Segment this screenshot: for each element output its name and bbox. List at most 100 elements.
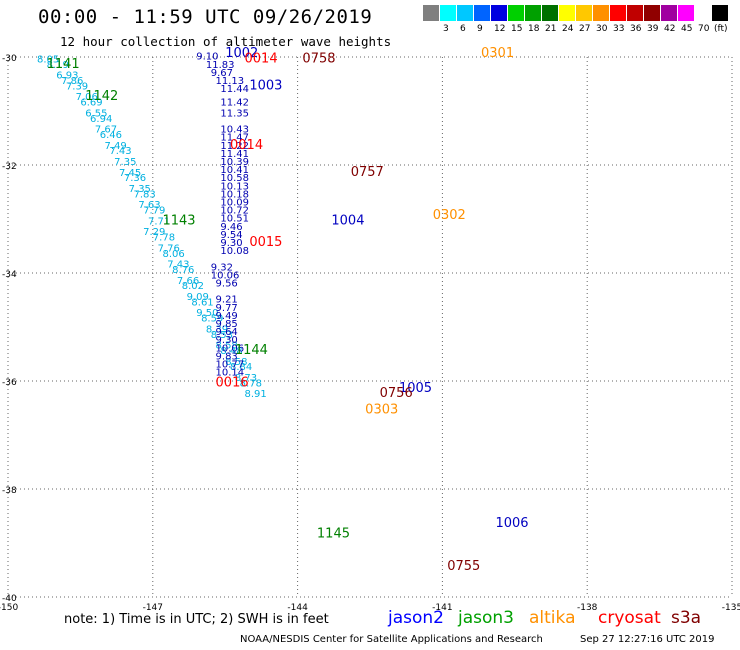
lon-tick-label: -150 (0, 603, 18, 613)
wave-height-value: 9.30 (216, 335, 238, 346)
wave-height-value: 8.19 (47, 60, 69, 71)
wave-height-value: 9.49 (216, 311, 238, 322)
wave-height-value: 8.05 (37, 54, 59, 65)
wave-height-value: 7.49 (105, 141, 127, 152)
scale-swatch (610, 5, 626, 21)
scale-unit: (ft) (714, 24, 728, 34)
wave-height-value: 8.58 (225, 357, 247, 368)
wave-height-value: 10.09 (220, 198, 249, 209)
wave-height-value: 7.78 (153, 233, 175, 244)
track-time-label: 0302 (433, 208, 466, 223)
wave-height-value: 8.61 (191, 297, 213, 308)
wave-height-value: 9.77 (216, 303, 238, 314)
scale-label: 30 (596, 24, 608, 34)
scale-swatch (627, 5, 643, 21)
track-time-label: 0755 (447, 559, 480, 574)
wave-height-value: 7.06 (76, 92, 98, 103)
wave-height-value: 9.56 (216, 279, 238, 290)
wave-height-value: 6.55 (85, 108, 107, 119)
wave-height-value: 7.79 (143, 206, 165, 217)
wave-height-value: 7.43 (109, 146, 131, 157)
scale-swatch (542, 5, 558, 21)
lon-tick-label: -144 (287, 603, 308, 613)
lat-tick-label: -40 (2, 594, 17, 604)
lat-tick-label: -36 (2, 378, 17, 388)
scale-label: 42 (664, 24, 676, 34)
wave-height-value: 8.76 (172, 265, 194, 276)
scale-swatch (457, 5, 473, 21)
track-time-label: 1005 (399, 381, 432, 396)
wave-height-value: 9.09 (187, 292, 209, 303)
wave-height-value: 11.42 (220, 98, 249, 109)
wave-height-value: 10.18 (220, 189, 249, 200)
wave-height-value: 9.46 (220, 222, 242, 233)
scale-swatch (678, 5, 694, 21)
wave-height-value: 7.45 (119, 168, 141, 179)
wave-height-value: 11.47 (220, 133, 249, 144)
wave-height-value: 10.14 (216, 368, 245, 379)
scale-label: 18 (528, 24, 540, 34)
wave-height-value: 6.94 (90, 114, 112, 125)
wave-height-value: 9.10 (196, 52, 218, 63)
wave-height-value: 9.64 (216, 327, 238, 338)
wave-height-value: 10.51 (220, 214, 249, 225)
wave-height-value: 10.58 (220, 173, 249, 184)
lat-tick-label: -32 (2, 162, 17, 172)
lon-tick-label: -138 (577, 603, 598, 613)
wave-height-value: 10.43 (220, 125, 249, 136)
wave-height-value: 7.71 (148, 216, 170, 227)
wave-height-value: 8.39 (206, 324, 228, 335)
scale-label: 33 (613, 24, 625, 34)
wave-height-value: 6.46 (100, 130, 122, 141)
lon-tick-label: -141 (432, 603, 452, 613)
wave-height-value: 8.78 (240, 378, 262, 389)
wave-height-value: 9.30 (220, 238, 242, 249)
wave-height-value: 7.36 (124, 173, 146, 184)
wave-height-value: 9.83 (216, 351, 238, 362)
wave-height-value: 10.77 (216, 360, 245, 371)
lat-tick-label: -34 (2, 270, 17, 280)
scale-label: 27 (579, 24, 591, 34)
scale-swatch (593, 5, 609, 21)
wave-height-value: 8.91 (245, 389, 267, 400)
scale-swatch (491, 5, 507, 21)
wave-height-value: 7.39 (66, 81, 88, 92)
scale-label: 70 (698, 24, 710, 34)
scale-swatch (474, 5, 490, 21)
track-time-label: 0758 (302, 51, 335, 66)
track-time-label: 0301 (481, 46, 514, 61)
track-time-label: 0014 (230, 138, 263, 153)
wave-height-value: 8.58 (216, 341, 238, 352)
wave-height-value: 6.69 (80, 98, 102, 109)
wave-height-value: 8.48 (220, 346, 242, 357)
wave-height-value: 10.13 (220, 181, 249, 192)
generation-timestamp: Sep 27 12:27:16 UTC 2019 (580, 634, 715, 645)
track-time-label: 0014 (245, 51, 278, 66)
legend-sat-cryosat: cryosat (598, 608, 661, 628)
wave-height-value: 9.67 (211, 68, 233, 79)
wave-height-value: 7.86 (61, 76, 83, 87)
wave-height-value: 8.73 (235, 373, 257, 384)
page-subtitle: 12 hour collection of altimeter wave hei… (60, 34, 392, 49)
track-time-label: 1144 (235, 343, 268, 358)
wave-height-value: 11.22 (220, 141, 249, 152)
scale-label: 21 (545, 24, 557, 34)
wave-height-value: 8.59 (201, 314, 223, 325)
scale-swatch (661, 5, 677, 21)
track-time-label: 0756 (380, 386, 413, 401)
wave-height-value: 9.54 (220, 230, 242, 241)
wave-height-value: 10.39 (220, 157, 249, 168)
wave-height-value: 7.29 (143, 227, 165, 238)
wave-height-value: 8.84 (230, 362, 252, 373)
track-time-label: 0016 (216, 375, 249, 390)
scale-swatch (576, 5, 592, 21)
track-time-label: 1004 (331, 213, 364, 228)
wave-height-value: 7.67 (95, 125, 117, 136)
legend-sat-altika: altika (529, 608, 576, 628)
wave-height-value: 11.13 (216, 76, 245, 87)
lat-tick-label: -38 (2, 486, 17, 496)
legend-sat-jason3: jason3 (458, 608, 514, 628)
wave-height-value: 7.35 (129, 184, 151, 195)
wave-height-value: 6.93 (56, 71, 78, 82)
scale-label: 9 (477, 24, 483, 34)
